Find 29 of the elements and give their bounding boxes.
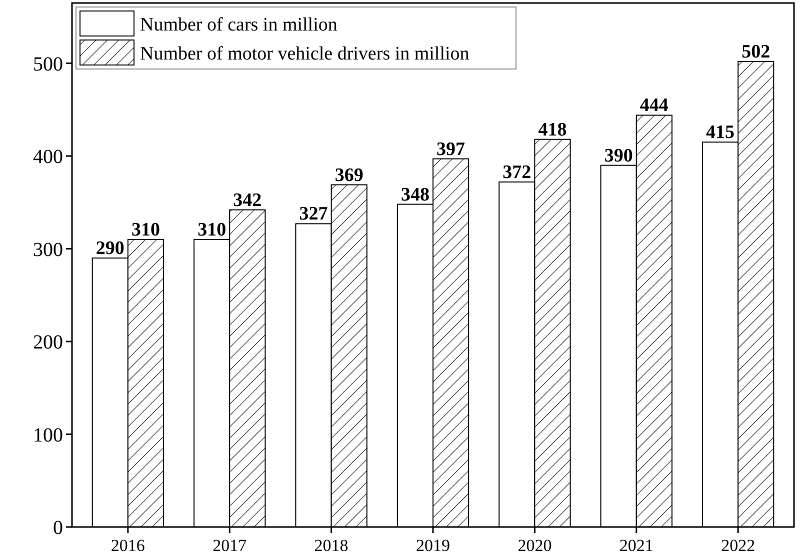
data-label: 390 bbox=[604, 145, 633, 166]
data-label: 348 bbox=[400, 184, 430, 206]
x-tick-label: 2018 bbox=[314, 536, 348, 555]
x-tick-label: 2022 bbox=[721, 536, 756, 555]
data-label: 397 bbox=[436, 138, 466, 160]
data-label: 369 bbox=[334, 164, 364, 186]
data-label: 415 bbox=[706, 122, 735, 144]
y-tick-label: 0 bbox=[53, 517, 63, 539]
y-tick-label: 100 bbox=[33, 424, 63, 446]
data-label: 342 bbox=[233, 190, 262, 211]
data-label: 310 bbox=[198, 219, 226, 240]
y-tick-label: 300 bbox=[33, 238, 63, 261]
legend-label: Number of cars in million bbox=[140, 14, 338, 36]
legend-label: Number of motor vehicle drivers in million bbox=[140, 44, 470, 65]
y-tick-label: 400 bbox=[33, 146, 63, 168]
x-tick-label: 2021 bbox=[619, 536, 654, 555]
data-label: 418 bbox=[538, 119, 567, 140]
x-tick-label: 2016 bbox=[110, 536, 145, 555]
x-tick-label: 2020 bbox=[518, 536, 552, 555]
x-tick-label: 2019 bbox=[416, 536, 450, 555]
data-label: 310 bbox=[131, 219, 160, 240]
y-tick-label: 500 bbox=[33, 53, 63, 76]
data-label: 444 bbox=[640, 95, 669, 116]
data-label: 327 bbox=[299, 204, 328, 225]
data-label: 502 bbox=[742, 41, 770, 62]
x-tick-label: 2017 bbox=[212, 536, 248, 555]
data-label: 290 bbox=[96, 238, 124, 260]
data-label: 372 bbox=[502, 162, 532, 183]
y-tick-label: 200 bbox=[33, 332, 63, 354]
